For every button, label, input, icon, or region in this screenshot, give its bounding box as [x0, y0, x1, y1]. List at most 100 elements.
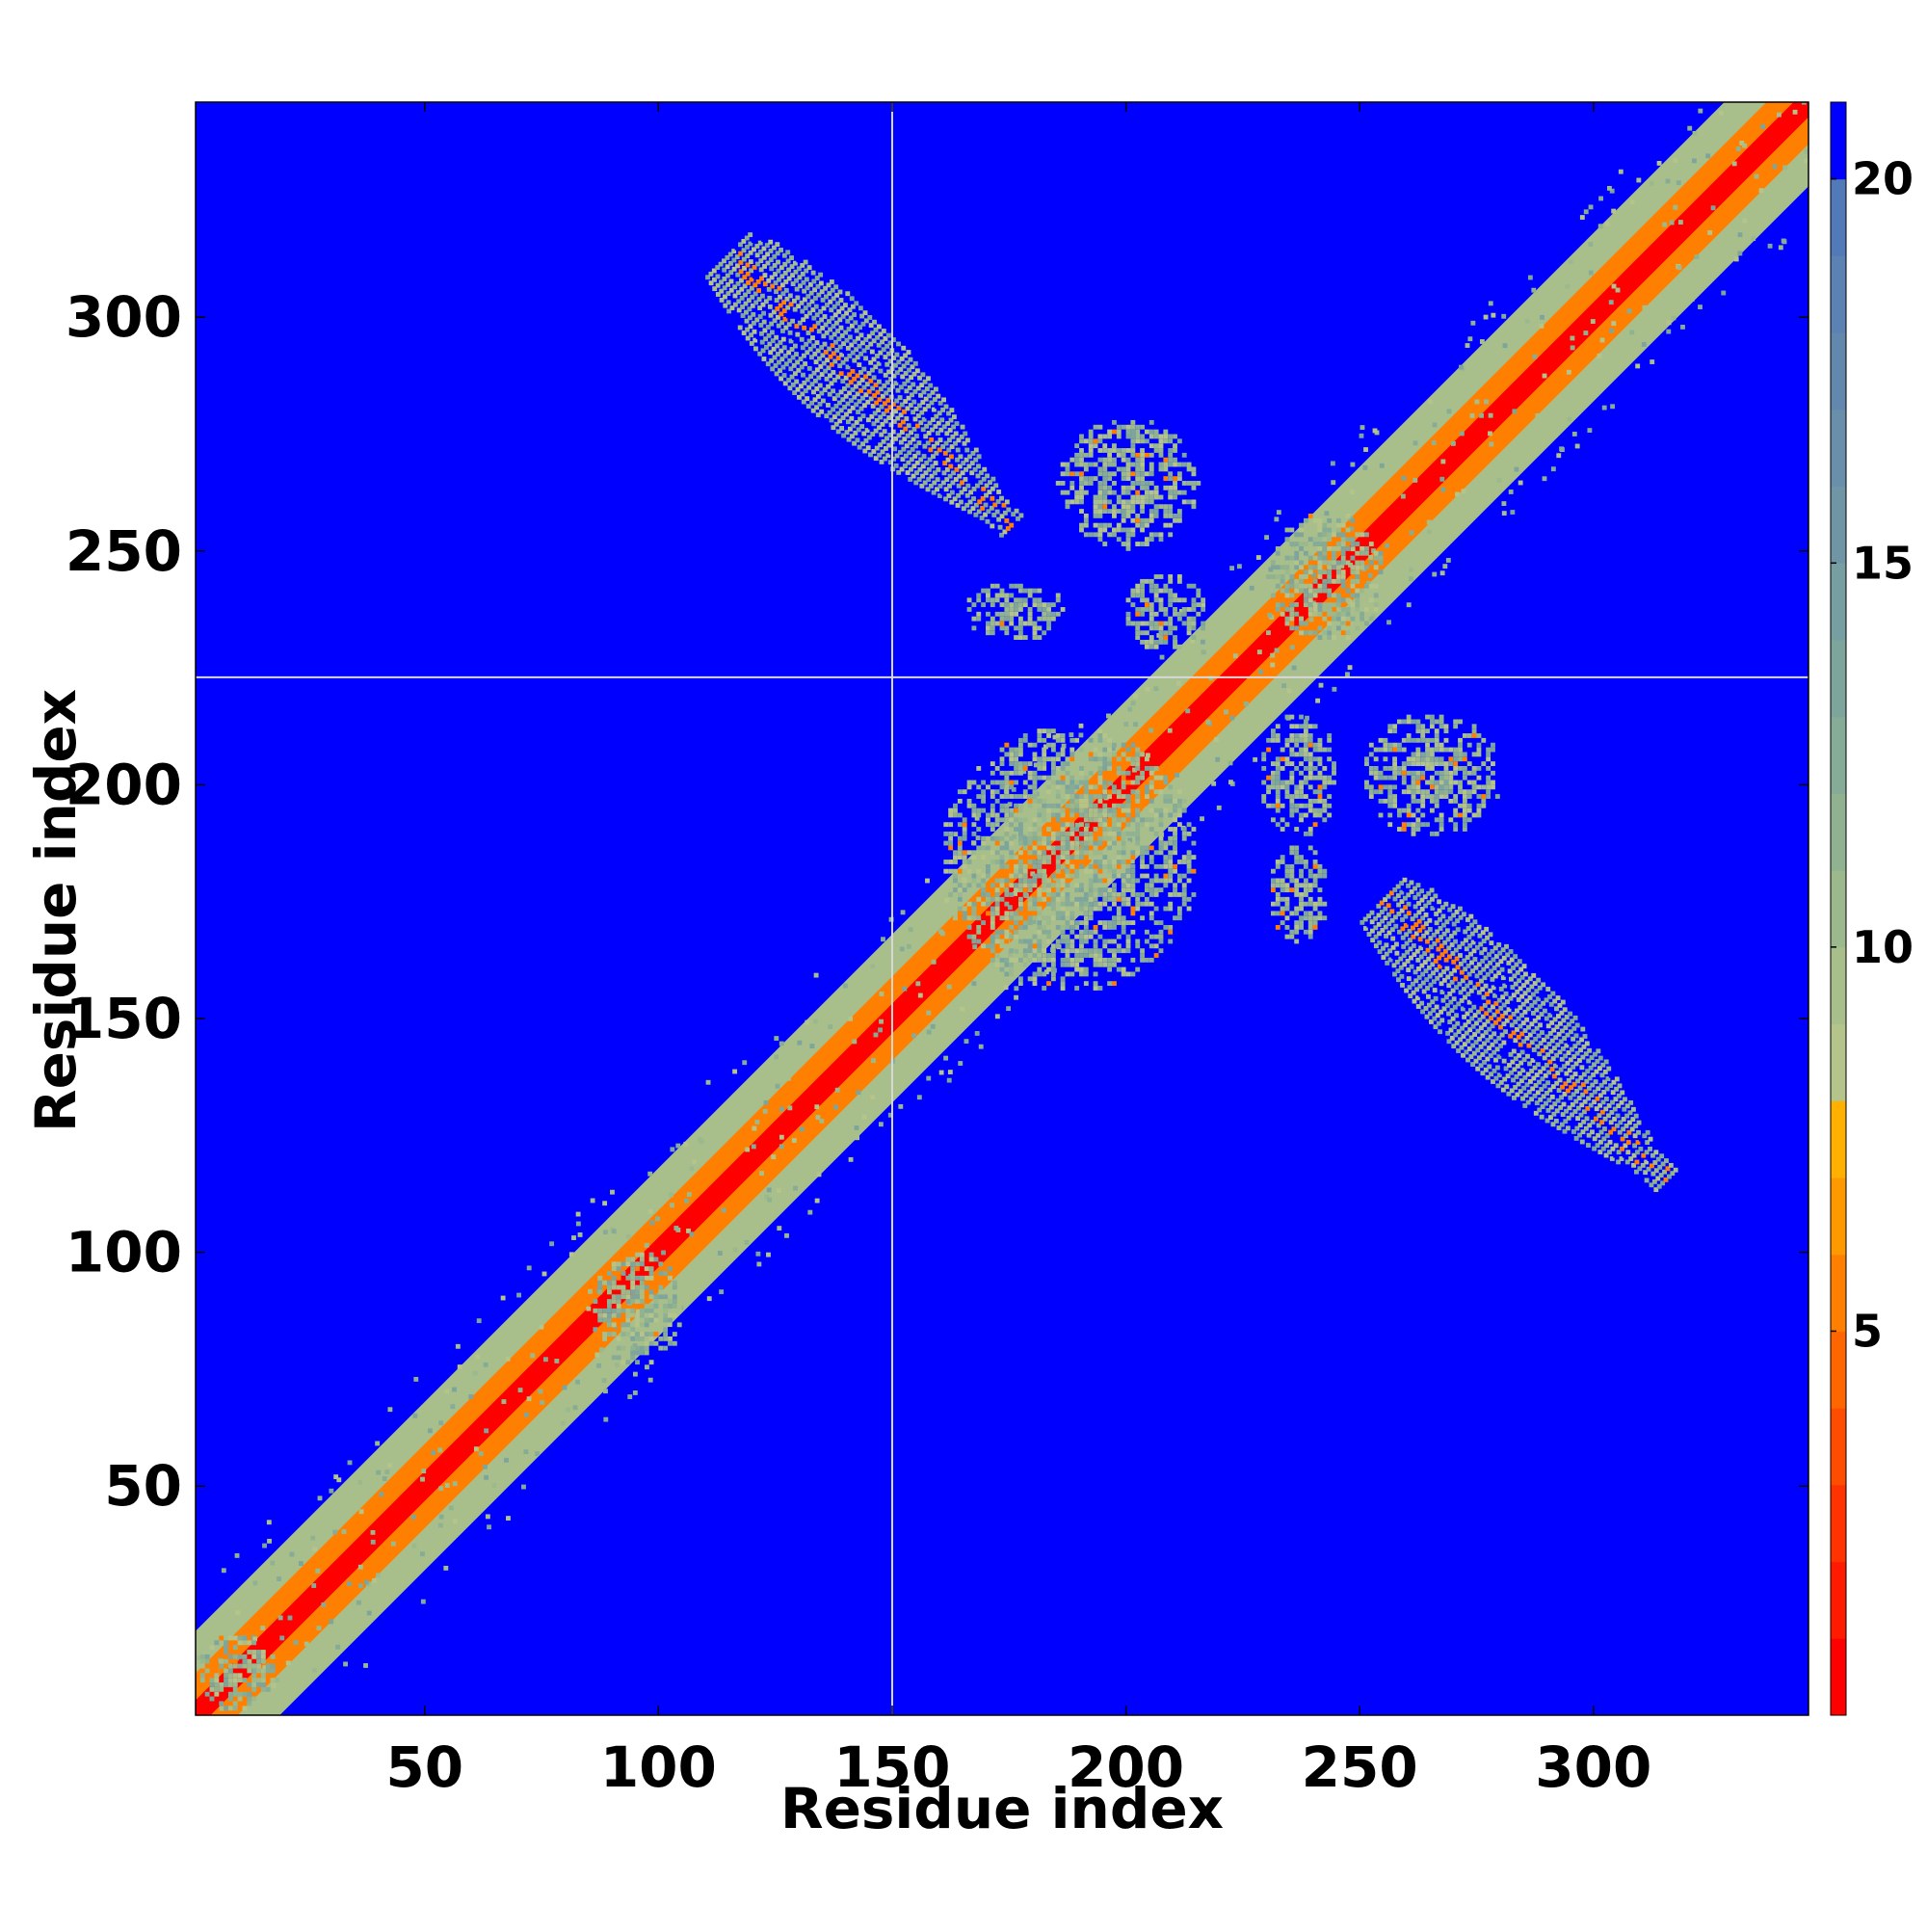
contact-cell	[1153, 640, 1159, 645]
contact-cell	[1097, 948, 1103, 954]
contact-cell	[1032, 784, 1038, 790]
contact-cell	[1107, 939, 1113, 944]
contact-cell	[1097, 448, 1103, 453]
contact-cell	[807, 319, 813, 324]
contact-cell	[1148, 943, 1154, 949]
contact-cell	[758, 323, 764, 328]
contact-cell	[1606, 185, 1612, 191]
contact-cell	[1571, 1128, 1576, 1134]
contact-cell	[1050, 920, 1056, 925]
contact-cell	[1130, 532, 1136, 538]
contact-cell	[1603, 1106, 1609, 1112]
contact-cell	[962, 915, 967, 921]
contact-cell	[1458, 1037, 1463, 1043]
contact-cell	[1079, 868, 1084, 874]
contact-cell	[1638, 1146, 1644, 1151]
contact-cell	[814, 367, 820, 373]
contact-cell	[1505, 980, 1511, 986]
contact-cell	[419, 1551, 425, 1557]
contact-cell	[1107, 485, 1113, 490]
contact-cell	[1014, 845, 1018, 851]
contact-cell	[1158, 863, 1164, 869]
contact-cell	[554, 1359, 560, 1363]
contact-cell	[990, 883, 995, 888]
contact-cell	[1121, 504, 1126, 510]
contact-cell	[1420, 724, 1426, 729]
contact-cell	[957, 463, 963, 469]
contact-cell	[1446, 1039, 1452, 1045]
contact-cell	[946, 410, 951, 416]
contact-cell	[1595, 1143, 1600, 1149]
contact-cell	[1148, 434, 1154, 439]
contact-cell	[1112, 448, 1117, 453]
contact-cell	[805, 1019, 810, 1025]
contact-cell	[1401, 737, 1407, 743]
contact-cell	[930, 389, 936, 395]
contact-cell	[295, 1726, 300, 1731]
contact-cell	[749, 341, 754, 346]
contact-cell	[1135, 494, 1141, 500]
contact-cell	[683, 1141, 689, 1147]
contact-cell	[1420, 733, 1426, 738]
contact-cell	[1386, 893, 1391, 899]
contact-cell	[1550, 1009, 1556, 1015]
contact-cell	[947, 1070, 953, 1074]
contact-cell	[1383, 737, 1388, 743]
contact-cell	[779, 357, 785, 362]
contact-cell	[1742, 218, 1748, 224]
contact-cell	[1097, 906, 1103, 912]
contact-cell	[519, 1436, 525, 1442]
contact-cell	[803, 259, 808, 265]
contact-cell	[1626, 308, 1632, 314]
contact-cell	[1046, 966, 1051, 972]
contact-cell	[1519, 993, 1525, 999]
contact-cell	[1088, 434, 1094, 439]
contact-cell	[1004, 962, 1010, 967]
contact-cell	[1097, 481, 1103, 486]
contact-cell	[1144, 471, 1149, 477]
contact-cell	[1083, 513, 1089, 518]
contact-cell	[748, 259, 753, 264]
contact-cell	[1121, 817, 1126, 823]
contact-cell	[725, 273, 730, 278]
contact-cell	[1434, 789, 1439, 795]
contact-cell	[1017, 807, 1023, 813]
contact-cell	[843, 303, 848, 308]
contact-cell	[1540, 1104, 1545, 1109]
contact-cell	[1617, 1129, 1623, 1135]
contact-cell	[1014, 635, 1018, 640]
contact-cell	[1271, 728, 1276, 734]
contact-cell	[1112, 812, 1117, 818]
contact-cell	[1281, 683, 1287, 689]
contact-cells	[196, 102, 1808, 1731]
contact-cell	[990, 835, 995, 841]
contact-cell	[1021, 769, 1027, 775]
contact-cell	[819, 372, 825, 377]
contact-cell	[1629, 1126, 1635, 1132]
contact-cell	[1173, 807, 1177, 813]
contact-cell	[1107, 840, 1113, 846]
contact-cell	[1079, 438, 1084, 444]
contact-cell	[1181, 499, 1187, 505]
contact-cell	[775, 306, 780, 311]
contact-cell	[1037, 616, 1043, 622]
contact-cell	[1116, 452, 1122, 458]
contact-cell	[812, 351, 818, 357]
contact-cell	[1017, 794, 1023, 799]
contact-cell	[1400, 982, 1405, 988]
contact-cell	[1494, 981, 1499, 987]
contact-cell	[1050, 953, 1056, 958]
contact-cell	[1088, 756, 1094, 762]
contact-cell	[813, 972, 819, 978]
contact-cell	[1655, 1156, 1661, 1162]
contact-cell	[1553, 1063, 1558, 1069]
contact-cell	[1431, 440, 1437, 445]
contact-cell	[1037, 896, 1043, 902]
contact-cell	[1442, 986, 1448, 992]
contact-cell	[1055, 752, 1061, 757]
contact-cell	[1577, 1058, 1582, 1063]
contact-cell	[1229, 715, 1235, 721]
contact-cell	[1572, 1015, 1578, 1020]
contact-cell	[1168, 621, 1174, 626]
contact-cell	[285, 1660, 291, 1666]
